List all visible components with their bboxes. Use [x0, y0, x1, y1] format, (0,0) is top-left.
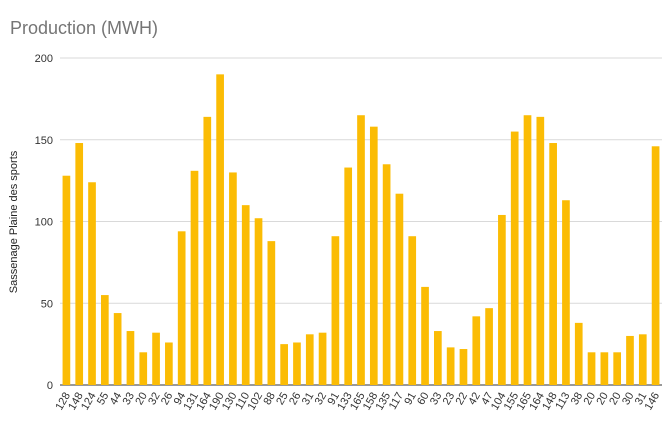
bar — [574, 322, 583, 385]
x-tick-label: 23 — [441, 391, 458, 408]
bar — [498, 214, 506, 385]
x-tick-label: 44 — [108, 391, 125, 408]
x-tick-labels: 1281481245544332032269413116419013011010… — [53, 391, 662, 413]
x-tick-label: 146 — [643, 391, 663, 413]
x-tick-label: 32 — [313, 391, 330, 408]
x-tick-label: 33 — [121, 391, 138, 408]
x-tick-label: 26 — [159, 391, 176, 408]
bar — [152, 332, 160, 385]
x-tick-label: 31 — [633, 391, 650, 408]
x-tick-label: 20 — [133, 391, 150, 408]
y-tick-labels: 0 50 100 150 200 — [35, 53, 53, 392]
bar — [229, 172, 237, 385]
bar — [395, 193, 404, 385]
bar — [472, 316, 481, 385]
bar — [434, 331, 442, 385]
bar — [369, 126, 378, 386]
bar — [626, 335, 634, 385]
x-tick-label: 91 — [325, 391, 342, 408]
bar — [344, 167, 353, 385]
bar — [216, 74, 224, 385]
bar — [280, 344, 288, 385]
bar — [331, 236, 340, 385]
x-tick-label: 47 — [479, 391, 496, 408]
x-tick-label: 26 — [287, 391, 304, 408]
bar — [113, 313, 122, 385]
bar — [190, 170, 199, 385]
bar — [651, 146, 660, 385]
x-tick-label: 25 — [274, 391, 291, 408]
y-tick-label: 100 — [35, 217, 53, 229]
chart-title: Production (MWH) — [10, 18, 159, 38]
x-tick-label: 91 — [402, 391, 419, 408]
bar — [408, 236, 417, 385]
x-tick-label: 22 — [454, 391, 471, 408]
bar — [523, 115, 532, 385]
y-axis-title: Sassenage Plaine des sports — [8, 150, 20, 293]
bar — [177, 231, 186, 385]
bar — [203, 116, 212, 386]
bar — [613, 352, 622, 385]
bar — [165, 342, 173, 385]
bar — [62, 175, 71, 385]
x-tick-label: 88 — [261, 391, 278, 408]
x-tick-label: 30 — [620, 391, 637, 408]
x-tick-label: 33 — [428, 391, 445, 408]
bar — [318, 332, 327, 385]
bar — [421, 286, 429, 385]
x-tick-label: 94 — [172, 391, 189, 408]
bar — [126, 331, 135, 385]
x-tick-label: 20 — [594, 391, 611, 408]
bar — [382, 164, 391, 385]
bar — [88, 182, 96, 385]
bar — [241, 205, 250, 385]
bar — [446, 347, 455, 385]
x-tick-label: 55 — [95, 391, 112, 408]
x-tick-label: 20 — [607, 391, 624, 408]
y-tick-label: 50 — [41, 298, 53, 310]
bar — [139, 352, 148, 385]
x-tick-label: 60 — [415, 391, 432, 408]
bar — [638, 334, 647, 385]
bar — [254, 218, 263, 385]
x-tick-label: 42 — [466, 391, 483, 408]
bar — [305, 334, 314, 385]
y-tick-label: 200 — [35, 53, 53, 65]
bar — [293, 342, 301, 385]
bar — [485, 308, 493, 385]
y-tick-label: 0 — [47, 380, 53, 392]
x-tick-label: 31 — [300, 391, 317, 408]
y-tick-label: 150 — [35, 135, 53, 147]
bar — [562, 200, 570, 385]
bar — [587, 352, 596, 385]
bar — [600, 352, 609, 385]
x-tick-label: 32 — [146, 391, 163, 408]
x-tick-label: 38 — [569, 391, 586, 408]
bar — [100, 295, 109, 385]
bar — [357, 115, 365, 385]
bar — [510, 131, 519, 385]
bars — [62, 74, 660, 386]
bar — [267, 241, 276, 385]
bar — [459, 349, 468, 385]
bar — [536, 116, 545, 386]
bar — [549, 143, 557, 385]
x-tick-label: 20 — [582, 391, 599, 408]
bar — [75, 143, 84, 385]
